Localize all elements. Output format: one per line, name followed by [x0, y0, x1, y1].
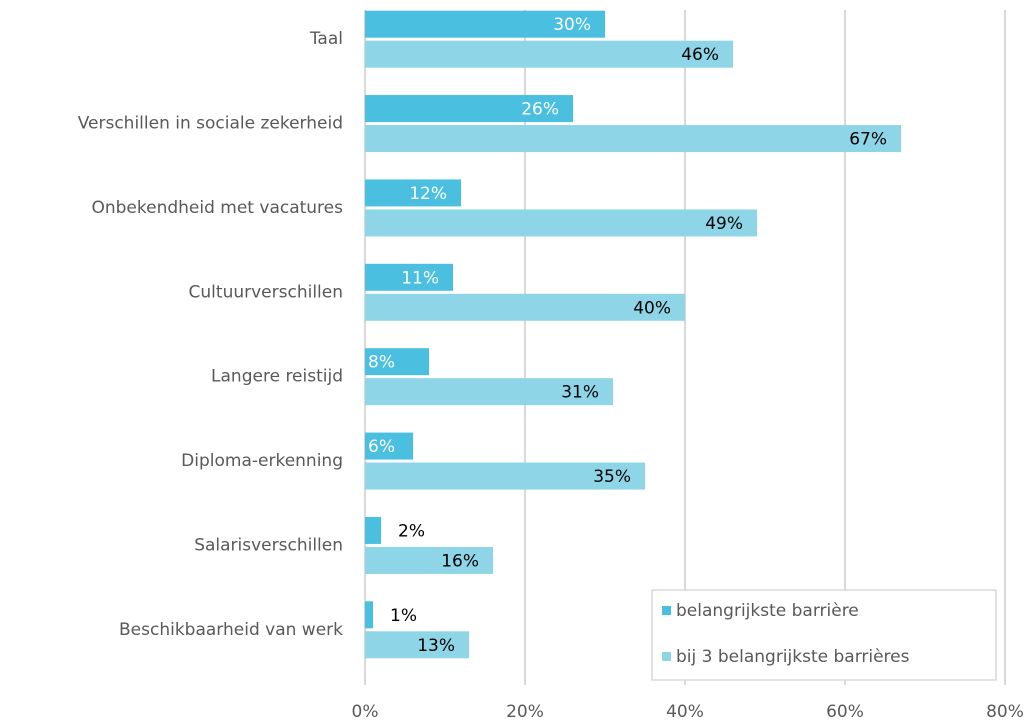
x-tick-label: 80% — [986, 702, 1024, 720]
value-label: 30% — [553, 15, 591, 35]
value-label: 12% — [409, 184, 447, 204]
bar — [365, 462, 645, 490]
legend-swatch — [662, 652, 671, 661]
bar — [365, 95, 573, 123]
legend-label: belangrijkste barrière — [676, 601, 859, 621]
y-tick-label: Verschillen in sociale zekerheid — [78, 114, 343, 134]
bar — [365, 432, 413, 460]
bar — [365, 631, 469, 659]
y-tick-label: Langere reistijd — [211, 367, 343, 387]
value-label: 31% — [561, 383, 599, 403]
value-label: 16% — [441, 551, 479, 571]
legend-swatch — [662, 606, 671, 615]
bar — [365, 179, 461, 207]
bar — [365, 546, 493, 574]
value-label: 8% — [368, 353, 395, 373]
value-label: 13% — [417, 636, 455, 656]
value-label: 11% — [401, 268, 439, 288]
value-label: 40% — [633, 298, 671, 318]
value-label: 26% — [521, 100, 559, 120]
value-label: 2% — [398, 521, 425, 541]
bar — [365, 348, 429, 376]
bar — [365, 125, 901, 153]
bar — [365, 601, 373, 629]
value-label: 1% — [390, 606, 417, 626]
value-label: 46% — [681, 45, 719, 65]
x-tick-label: 60% — [826, 702, 864, 720]
bar — [365, 263, 453, 291]
y-tick-label: Diploma-erkenning — [181, 451, 343, 471]
y-tick-label: Salarisverschillen — [194, 535, 343, 555]
value-label: 49% — [705, 214, 743, 234]
x-tick-label: 40% — [666, 702, 704, 720]
value-label: 35% — [593, 467, 631, 487]
bar — [365, 378, 613, 406]
legend-box — [651, 589, 997, 681]
bar — [365, 40, 733, 68]
bar — [365, 10, 605, 38]
value-label: 67% — [849, 130, 887, 150]
y-tick-label: Taal — [309, 29, 343, 49]
y-tick-label: Beschikbaarheid van werk — [119, 620, 343, 640]
y-tick-label: Onbekendheid met vacatures — [91, 198, 343, 218]
value-label: 6% — [368, 437, 395, 457]
bar — [365, 209, 757, 237]
y-tick-label: Cultuurverschillen — [189, 282, 343, 302]
x-tick-label: 20% — [506, 702, 544, 720]
x-tick-label: 0% — [352, 702, 379, 720]
legend-label: bij 3 belangrijkste barrières — [676, 647, 910, 667]
bar — [365, 293, 685, 321]
bar — [365, 516, 381, 544]
